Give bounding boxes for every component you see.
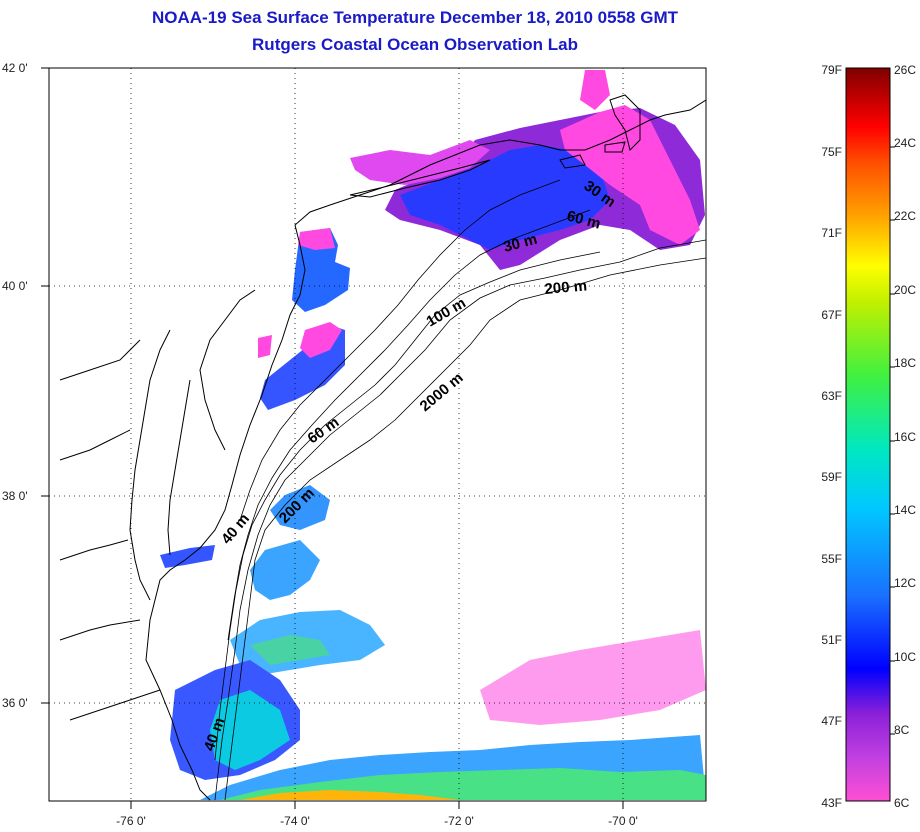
map-area: 30 m 60 m 30 m 200 m 100 m 2000 m 60 m 2… <box>49 68 706 801</box>
colorbar-c-label: 8C <box>894 723 910 737</box>
sst-data-layer <box>160 70 706 800</box>
coastline-chesapeake-east <box>167 379 191 556</box>
colorbar-f-labels: 79F 75F 71F 67F 63F 59F 55F 51F 47F 43F <box>821 63 842 810</box>
colorbar-f-label: 59F <box>821 470 842 484</box>
sst-patch-scatter-east <box>480 630 706 725</box>
colorbar-c-label: 24C <box>894 136 916 150</box>
sst-patch-virginia-green <box>250 635 330 665</box>
isobath-label: 200 m <box>544 277 588 298</box>
sst-patch-nantucket-pink <box>580 70 610 110</box>
colorbar <box>845 67 891 802</box>
lat-label: 38 0' <box>2 489 28 503</box>
coastline-nantucket <box>604 141 626 153</box>
isobath-label: 60 m <box>305 414 343 448</box>
sst-patch-hatteras-cyan <box>210 690 290 770</box>
coastline-inland-3 <box>59 539 129 561</box>
coastline-chesapeake <box>129 329 171 601</box>
colorbar-f-label: 51F <box>821 633 842 647</box>
sst-patch-cape-cod-pink <box>560 105 700 245</box>
chart-title: NOAA-19 Sea Surface Temperature December… <box>152 8 678 27</box>
colorbar-c-label: 10C <box>894 650 916 664</box>
coastline-inland-1 <box>59 339 141 381</box>
colorbar-c-label: 22C <box>894 209 916 223</box>
sst-patch-delmarva-small <box>160 545 215 568</box>
colorbar-ticks <box>890 146 895 735</box>
coastline-martha-vineyard <box>559 154 586 169</box>
isobath-200m <box>214 239 706 801</box>
sst-patch-southern-ne-blue <box>400 145 610 250</box>
coastline-cape-cod <box>609 94 641 151</box>
sst-patch-virginia-mid <box>250 540 320 600</box>
coastline-inland-5 <box>69 689 161 721</box>
colorbar-f-label: 79F <box>821 63 842 77</box>
coastline <box>59 94 706 801</box>
lon-label: -74 0' <box>280 814 310 828</box>
graticule <box>49 68 706 801</box>
sst-patch-gulf-stream-hot <box>240 790 460 800</box>
tick-marks <box>41 67 624 809</box>
isobath-label: 40 m <box>218 510 253 547</box>
lon-label: -76 0' <box>116 814 146 828</box>
colorbar-c-label: 6C <box>894 796 910 810</box>
colorbar-f-label: 55F <box>821 552 842 566</box>
colorbar-c-label: 26C <box>894 63 916 77</box>
colorbar-f-label: 67F <box>821 308 842 322</box>
sst-patch-nj-small-pink <box>258 335 272 358</box>
sst-patch-long-island-pink <box>350 140 490 185</box>
axis-labels: 42 0' 40 0' 38 0' 36 0' -76 0' -74 0' -7… <box>2 61 638 828</box>
lat-label: 42 0' <box>2 61 28 75</box>
map-frame <box>48 67 707 802</box>
colorbar-f-label: 63F <box>821 389 842 403</box>
coastline-delaware-bay <box>199 289 256 451</box>
colorbar-f-label: 47F <box>821 714 842 728</box>
coastline-long-island <box>349 159 491 198</box>
lat-label: 36 0' <box>2 696 28 710</box>
colorbar-c-label: 18C <box>894 356 916 370</box>
sst-patch-nj-south-pink <box>300 322 342 358</box>
lon-label: -72 0' <box>444 814 474 828</box>
coastline-inland-2 <box>59 429 131 461</box>
isobath-2000m <box>224 257 706 801</box>
lat-label: 40 0' <box>2 279 28 293</box>
chart-subtitle: Rutgers Coastal Ocean Observation Lab <box>252 35 578 54</box>
coastline-mainland <box>145 99 706 801</box>
colorbar-f-label: 75F <box>821 145 842 159</box>
isobath-30m <box>239 179 561 521</box>
colorbar-c-labels: 26C 24C 22C 20C 18C 16C 14C 12C 10C 8C 6… <box>894 63 916 810</box>
colorbar-c-label: 12C <box>894 576 916 590</box>
colorbar-c-label: 20C <box>894 283 916 297</box>
isobath-60m <box>227 209 591 641</box>
colorbar-c-label: 14C <box>894 503 916 517</box>
colorbar-f-label: 43F <box>821 796 842 810</box>
sst-patch-nj-north <box>292 228 350 312</box>
sst-patch-nj-north-edge <box>298 228 335 250</box>
lon-label: -70 0' <box>608 814 638 828</box>
coastline-inland-4 <box>59 619 141 641</box>
colorbar-c-label: 16C <box>894 430 916 444</box>
colorbar-f-label: 71F <box>821 226 842 240</box>
colorbar-bar <box>845 67 891 802</box>
